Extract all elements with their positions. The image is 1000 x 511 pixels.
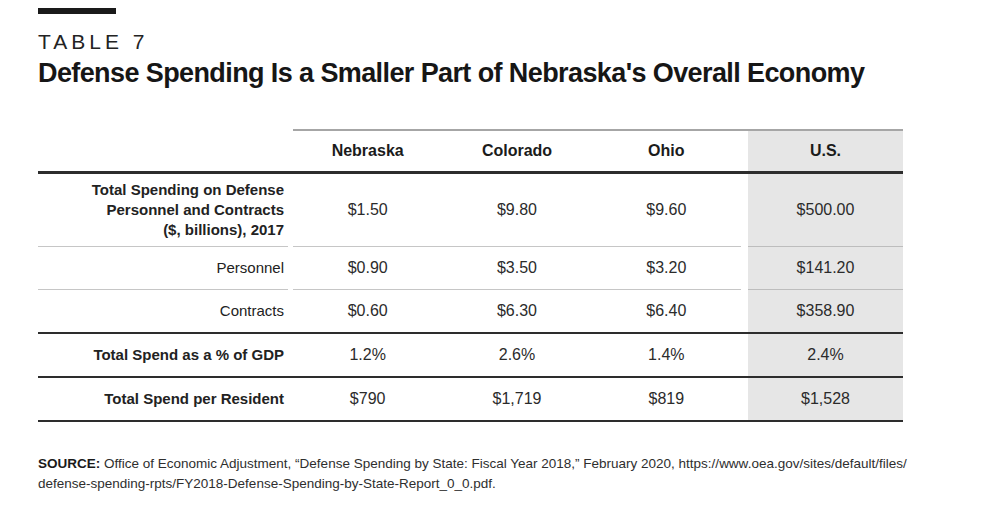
cell-us: $141.20 — [748, 247, 903, 289]
row-label: Total Spend as a % of GDP — [38, 334, 288, 376]
table-header-row: Nebraska Colorado Ohio U.S. — [38, 131, 903, 171]
column-header-nebraska: Nebraska — [293, 131, 442, 171]
row-label: Contracts — [38, 290, 288, 332]
table-row-personnel: Personnel $0.90 $3.50 $3.20 $141.20 — [38, 247, 903, 289]
cell-colorado: $1,719 — [442, 378, 591, 420]
cell-us: $358.90 — [748, 290, 903, 332]
table-row-total-spending: Total Spending on Defense Personnel and … — [38, 174, 903, 246]
source-label: SOURCE: — [38, 456, 100, 471]
table-row-contracts: Contracts $0.60 $6.30 $6.40 $358.90 — [38, 290, 903, 332]
table-row-gdp-share: Total Spend as a % of GDP 1.2% 2.6% 1.4%… — [38, 334, 903, 376]
cell-us: 2.4% — [748, 334, 903, 376]
header-spacer — [38, 131, 288, 171]
column-header-colorado: Colorado — [442, 131, 591, 171]
cell-ohio: $9.60 — [592, 174, 741, 246]
table-bottom-rule — [38, 420, 903, 422]
cell-colorado: 2.6% — [442, 334, 591, 376]
row-label: Total Spending on Defense Personnel and … — [38, 174, 288, 246]
cell-ohio: 1.4% — [592, 334, 741, 376]
cell-nebraska: 1.2% — [293, 334, 442, 376]
cell-us: $1,528 — [748, 378, 903, 420]
cell-colorado: $9.80 — [442, 174, 591, 246]
source-text-line1: Office of Economic Adjustment, “Defense … — [104, 456, 907, 471]
cell-us: $500.00 — [748, 174, 903, 246]
row-label: Total Spend per Resident — [38, 378, 288, 420]
table-row-per-resident: Total Spend per Resident $790 $1,719 $81… — [38, 378, 903, 420]
defense-spending-table: Nebraska Colorado Ohio U.S. Total Spendi… — [38, 129, 903, 422]
source-note: SOURCE: Office of Economic Adjustment, “… — [38, 454, 968, 494]
source-text-line2: defense-spending-rpts/FY2018-Defense-Spe… — [38, 476, 496, 491]
cell-ohio: $3.20 — [592, 247, 741, 289]
table-kicker: TABLE 7 — [38, 30, 148, 54]
cell-nebraska: $1.50 — [293, 174, 442, 246]
cell-nebraska: $0.90 — [293, 247, 442, 289]
cell-nebraska: $790 — [293, 378, 442, 420]
cell-ohio: $819 — [592, 378, 741, 420]
page-title: Defense Spending Is a Smaller Part of Ne… — [38, 58, 864, 89]
column-header-ohio: Ohio — [592, 131, 741, 171]
accent-bar — [38, 8, 116, 14]
cell-nebraska: $0.60 — [293, 290, 442, 332]
column-header-us: U.S. — [748, 131, 903, 171]
cell-colorado: $6.30 — [442, 290, 591, 332]
cell-ohio: $6.40 — [592, 290, 741, 332]
row-label: Personnel — [38, 247, 288, 289]
cell-colorado: $3.50 — [442, 247, 591, 289]
